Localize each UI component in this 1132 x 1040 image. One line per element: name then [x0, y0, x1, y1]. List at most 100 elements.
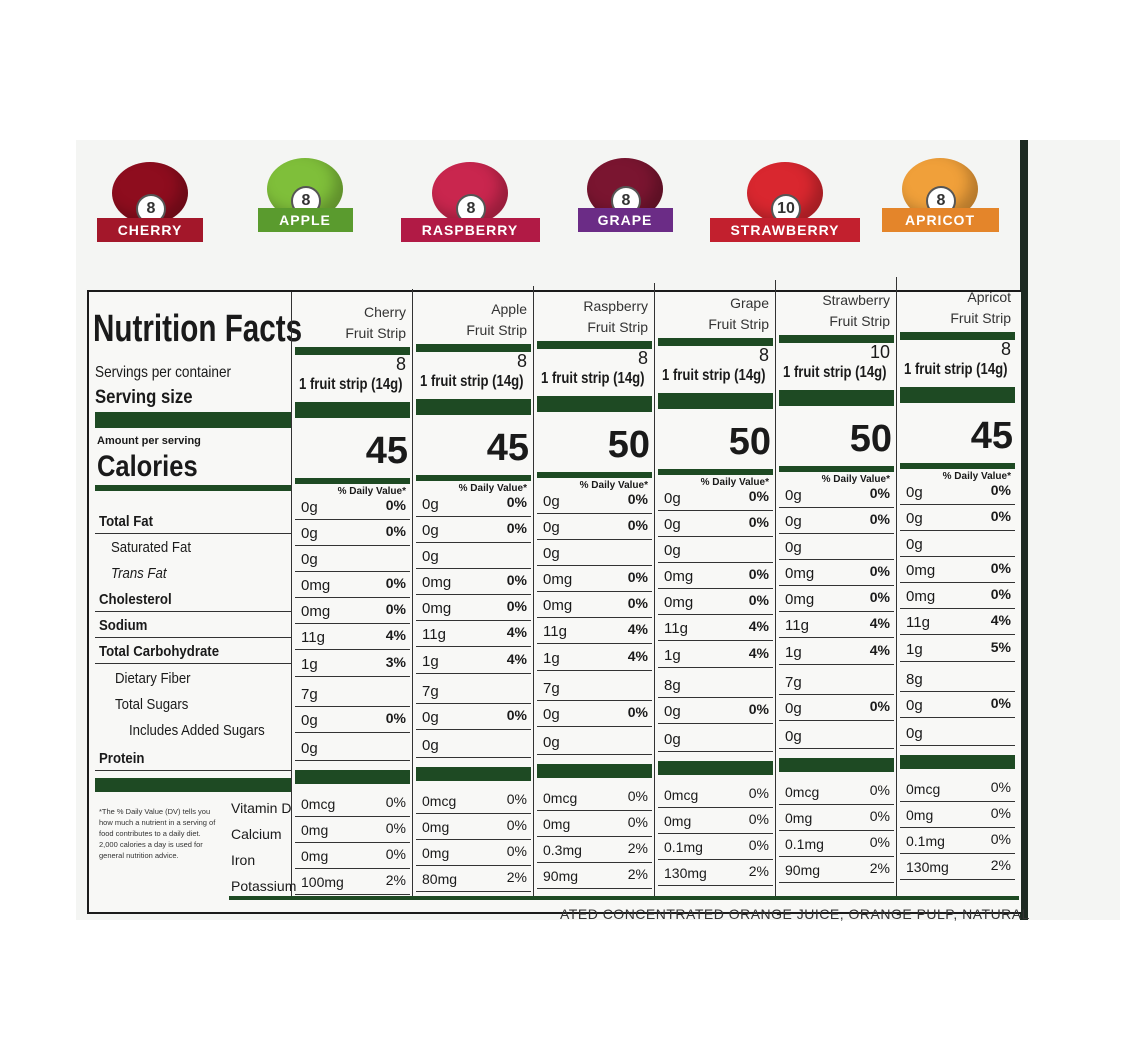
nutrient-column-grape-name: Grape — [730, 295, 769, 311]
nutrient-column-grape-dv-header: % Daily Value* — [700, 477, 769, 488]
nutrient-column-apple-mineral-line — [416, 891, 531, 892]
nutrient-column-cherry-row-line — [295, 760, 410, 761]
nutrient-column-raspberry-mineral-dv: 0% — [627, 788, 648, 804]
nutrient-column-strawberry-servings: 10 — [869, 342, 890, 362]
nutrient-column-apple-mineral-amount: 0mg — [422, 819, 450, 835]
nutrient-column-strawberry-amount: 0g — [785, 700, 802, 717]
nutrient-column-apple-row-line — [416, 516, 531, 517]
nutrient-column-apple-medium-rule — [416, 475, 531, 481]
nutrient-column-apple-amount: 0g — [422, 709, 439, 726]
nutrient-column-cherry-mineral-line — [295, 816, 410, 817]
nutrient-column-apricot-dv: 4% — [990, 612, 1011, 628]
nutrient-column-cherry-amount: 7g — [301, 686, 318, 703]
nutrient-column-apple-subname: Fruit Strip — [466, 322, 527, 338]
nutrient-column-apple-mineral-line — [416, 839, 531, 840]
nutrient-column-apple-mineral-line — [416, 813, 531, 814]
label-title: Nutrition Facts — [93, 308, 303, 350]
nutrient-column-strawberry-amount: 0g — [785, 539, 802, 556]
nutrient-column-raspberry-servings: 8 — [637, 348, 648, 368]
mineral-label-vitamin-d: Vitamin D — [231, 800, 292, 816]
nutrient-column-strawberry-dv: 0% — [869, 511, 890, 527]
nutrient-column-grape-row-line — [658, 751, 773, 752]
nutrient-column-apricot-mineral-amount: 0mg — [906, 807, 934, 823]
nutrient-column-grape-amount: 0g — [664, 731, 681, 748]
nutrient-column-grape-mineral-line — [658, 833, 773, 834]
nutrient-column-apple-dv: 4% — [506, 651, 527, 667]
nutrient-column-cherry-dv: 4% — [385, 627, 406, 643]
nutrient-column-apricot-row-line — [900, 504, 1015, 505]
nutrient-column-raspberry-name-rule — [537, 341, 652, 349]
nutrient-column-apricot-row-line — [900, 691, 1015, 692]
nutrient-column-cherry-dv: 0% — [385, 601, 406, 617]
nutrient-column-apple-dv-header: % Daily Value* — [458, 483, 527, 494]
nutrient-column-apricot-mineral-line — [900, 879, 1015, 880]
nutrient-column-raspberry-dv: 0% — [627, 491, 648, 507]
nutrient-column-cherry-mineral-dv: 0% — [385, 820, 406, 836]
nutrient-column-cherry-row-line — [295, 519, 410, 520]
nutrient-column-apple-row-line — [416, 729, 531, 730]
nutrient-column-raspberry-mineral-line — [537, 810, 652, 811]
nutrient-column-grape-thick-rule — [658, 393, 773, 409]
nutrient-column-strawberry-mineral-amount: 0mg — [785, 810, 813, 826]
nutrient-column-strawberry-mineral-amount: 90mg — [785, 862, 821, 878]
nutrient-column-cherry-dv-header: % Daily Value* — [337, 486, 406, 497]
nutrient-column-cherry-mineral-dv: 0% — [385, 846, 406, 862]
nutrient-divider — [95, 663, 291, 664]
nutrient-column-raspberry-calories: 50 — [607, 424, 650, 466]
nutrient-column-grape-dv: 0% — [748, 514, 769, 530]
nutrient-column-cherry-row-line — [295, 623, 410, 624]
nutrient-column-raspberry-mineral-dv: 0% — [627, 814, 648, 830]
nutrition-label: Nutrition Facts Servings per container S… — [87, 277, 1021, 914]
calories-label: Calories — [97, 450, 198, 483]
nutrient-column-grape-dv: 4% — [748, 645, 769, 661]
nutrient-column-grape-row-line — [658, 723, 773, 724]
nutrient-column-cherry-dv: 3% — [385, 654, 406, 670]
nutrient-column-strawberry-amount: 0mg — [785, 565, 815, 582]
nutrient-column-strawberry-subname: Fruit Strip — [829, 313, 890, 329]
nutrient-column-strawberry-row-line — [779, 720, 894, 721]
nutrient-column-grape-row-line — [658, 536, 773, 537]
nutrient-column-strawberry-dv: 4% — [869, 642, 890, 658]
nutrient-column-cherry-mineral-amount: 0mg — [301, 822, 329, 838]
nutrient-column-apple-amount: 0g — [422, 522, 439, 539]
nutrient-column-raspberry-serving-size: 1 fruit strip (14g) — [541, 370, 645, 387]
nutrient-column-apricot-row-line — [900, 634, 1015, 635]
nutrient-column-cherry-thick-rule — [295, 402, 410, 418]
nutrient-column-apricot-row-line — [900, 661, 1015, 662]
nutrient-column-apple-dv: 0% — [506, 572, 527, 588]
nutrient-column-apricot-dv: 0% — [990, 482, 1011, 498]
nutrient-column-strawberry-mineral-amount: 0.1mg — [785, 836, 824, 852]
nutrient-column-apricot-amount: 0g — [906, 510, 923, 527]
nutrient-column-strawberry-row-line — [779, 748, 894, 749]
nutrient-column-apricot-serving-size: 1 fruit strip (14g) — [904, 361, 1008, 378]
nutrient-column-strawberry-dv: 0% — [869, 589, 890, 605]
nutrient-column-apricot-dv: 0% — [990, 695, 1011, 711]
nutrient-column-apple-dv: 4% — [506, 624, 527, 640]
flavor-ribbon-cherry: CHERRY — [97, 218, 203, 242]
nutrient-column-strawberry-row-line — [779, 507, 894, 508]
nutrient-column-apple-row-line — [416, 568, 531, 569]
nutrient-column-apple-mineral-dv: 0% — [506, 843, 527, 859]
nutrient-column-strawberry-amount: 0g — [785, 487, 802, 504]
nutrient-column-apricot-row-line — [900, 582, 1015, 583]
nutrient-column-grape-row-line — [658, 640, 773, 641]
amount-label: Amount per serving — [97, 435, 201, 447]
nutrient-column-raspberry-amount: 0g — [543, 493, 560, 510]
nutrient-column-grape-amount: 8g — [664, 677, 681, 694]
nutrient-column-cherry-serving-size: 1 fruit strip (14g) — [299, 376, 403, 393]
nutrient-column-apricot-mineral-line — [900, 801, 1015, 802]
nutrient-column-apple-dv: 0% — [506, 707, 527, 723]
nutrient-column-apple-name: Apple — [491, 301, 527, 317]
nutrient-column-grape-mineral-amount: 0.1mg — [664, 839, 703, 855]
nutrient-column-grape-amount: 0g — [664, 703, 681, 720]
nutrient-column-raspberry-row-line — [537, 539, 652, 540]
protein-rule — [95, 778, 291, 792]
nutrient-column-raspberry-row-line — [537, 565, 652, 566]
nutrient-column-cherry-amount: 0mg — [301, 603, 331, 620]
nutrient-column-grape-amount: 0g — [664, 490, 681, 507]
nutrient-column-apricot-row-line — [900, 530, 1015, 531]
nutrient-column-raspberry-amount: 0g — [543, 706, 560, 723]
nutrient-column-raspberry-amount: 0mg — [543, 597, 573, 614]
nutrient-column-cherry-row-line — [295, 597, 410, 598]
bottom-rule — [229, 896, 1019, 900]
